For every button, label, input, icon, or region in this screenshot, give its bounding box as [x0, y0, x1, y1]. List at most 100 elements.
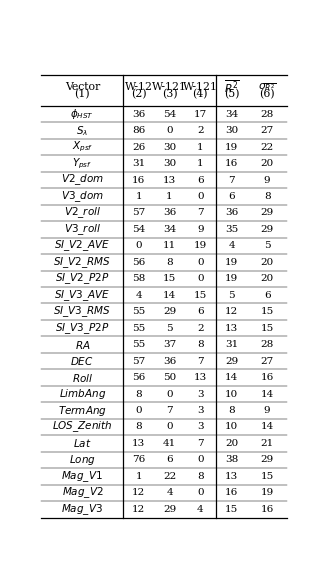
Text: 6: 6	[264, 291, 270, 300]
Text: 41: 41	[163, 439, 176, 448]
Text: 55: 55	[132, 340, 146, 349]
Text: $SI\_V3\_RMS$: $SI\_V3\_RMS$	[53, 304, 111, 319]
Text: 56: 56	[132, 373, 146, 382]
Text: 35: 35	[225, 225, 238, 234]
Text: 22: 22	[163, 472, 176, 481]
Text: 16: 16	[260, 373, 274, 382]
Text: 9: 9	[197, 225, 204, 234]
Text: 29: 29	[260, 456, 274, 464]
Text: $SI\_V3\_P2P$: $SI\_V3\_P2P$	[55, 321, 110, 336]
Text: 0: 0	[136, 241, 142, 251]
Text: 5: 5	[228, 291, 235, 300]
Text: 1: 1	[197, 159, 204, 168]
Text: 5: 5	[166, 324, 173, 333]
Text: 0: 0	[136, 406, 142, 415]
Text: $S_{\lambda}$: $S_{\lambda}$	[76, 124, 88, 137]
Text: $Mag\_V2$: $Mag\_V2$	[61, 485, 103, 500]
Text: 2: 2	[197, 324, 204, 333]
Text: Vector: Vector	[65, 82, 100, 92]
Text: 20: 20	[260, 274, 274, 283]
Text: 15: 15	[260, 472, 274, 481]
Text: $TermAng$: $TermAng$	[58, 404, 107, 418]
Text: 9: 9	[264, 176, 270, 185]
Text: 9: 9	[264, 406, 270, 415]
Text: 34: 34	[163, 225, 176, 234]
Text: 30: 30	[225, 126, 238, 135]
Text: 10: 10	[225, 390, 238, 398]
Text: 8: 8	[136, 390, 142, 398]
Text: 19: 19	[225, 142, 238, 152]
Text: (6): (6)	[259, 89, 275, 99]
Text: 14: 14	[225, 373, 238, 382]
Text: 12: 12	[225, 307, 238, 316]
Text: 1: 1	[166, 192, 173, 201]
Text: 3: 3	[197, 422, 204, 432]
Text: 12: 12	[132, 505, 146, 514]
Text: 0: 0	[197, 274, 204, 283]
Text: 29: 29	[260, 208, 274, 217]
Text: 76: 76	[132, 456, 146, 464]
Text: $\mathbf{\mathit{Long}}$: $\mathbf{\mathit{Long}}$	[69, 453, 96, 467]
Text: 13: 13	[163, 176, 176, 185]
Text: 13: 13	[132, 439, 146, 448]
Text: 37: 37	[163, 340, 176, 349]
Text: 7: 7	[166, 406, 173, 415]
Text: 6: 6	[197, 176, 204, 185]
Text: 20: 20	[260, 258, 274, 267]
Text: 57: 57	[132, 208, 146, 217]
Text: 4: 4	[136, 291, 142, 300]
Text: (5): (5)	[224, 89, 239, 99]
Text: 57: 57	[132, 357, 146, 366]
Text: 36: 36	[163, 208, 176, 217]
Text: 2: 2	[197, 126, 204, 135]
Text: 16: 16	[132, 176, 146, 185]
Text: 55: 55	[132, 307, 146, 316]
Text: 8: 8	[264, 192, 270, 201]
Text: 15: 15	[260, 307, 274, 316]
Text: $\phi_{HST}$: $\phi_{HST}$	[70, 107, 94, 121]
Text: 13: 13	[225, 324, 238, 333]
Text: 1: 1	[136, 192, 142, 201]
Text: 6: 6	[166, 456, 173, 464]
Text: 4: 4	[228, 241, 235, 251]
Text: $V2\_dom$: $V2\_dom$	[61, 173, 104, 187]
Text: 28: 28	[260, 340, 274, 349]
Text: 29: 29	[260, 225, 274, 234]
Text: $V3\_dom$: $V3\_dom$	[61, 189, 104, 204]
Text: $SI\_V2\_AVE$: $SI\_V2\_AVE$	[54, 238, 111, 253]
Text: W-121: W-121	[183, 82, 218, 92]
Text: W-12: W-12	[125, 82, 153, 92]
Text: 16: 16	[260, 505, 274, 514]
Text: 7: 7	[197, 357, 204, 366]
Text: 8: 8	[136, 422, 142, 432]
Text: 21: 21	[260, 439, 274, 448]
Text: 36: 36	[132, 110, 146, 119]
Text: 14: 14	[260, 422, 274, 432]
Text: 16: 16	[225, 488, 238, 498]
Text: 12: 12	[132, 488, 146, 498]
Text: 14: 14	[260, 390, 274, 398]
Text: 26: 26	[132, 142, 146, 152]
Text: 36: 36	[163, 357, 176, 366]
Text: 4: 4	[166, 488, 173, 498]
Text: $\mathbf{\mathit{DEC}}$: $\mathbf{\mathit{DEC}}$	[70, 355, 94, 367]
Text: 0: 0	[197, 258, 204, 267]
Text: 14: 14	[163, 291, 176, 300]
Text: 8: 8	[228, 406, 235, 415]
Text: $\mathbf{\mathit{V2\_roll}}$: $\mathbf{\mathit{V2\_roll}}$	[64, 206, 101, 220]
Text: 34: 34	[225, 110, 238, 119]
Text: 54: 54	[163, 110, 176, 119]
Text: 6: 6	[197, 307, 204, 316]
Text: $Y_{psf}$: $Y_{psf}$	[72, 157, 92, 171]
Text: $\sigma_{\overline{R^2}}$: $\sigma_{\overline{R^2}}$	[258, 81, 276, 93]
Text: 3: 3	[197, 406, 204, 415]
Text: 58: 58	[132, 274, 146, 283]
Text: 1: 1	[136, 472, 142, 481]
Text: 8: 8	[197, 472, 204, 481]
Text: 8: 8	[166, 258, 173, 267]
Text: 3: 3	[197, 390, 204, 398]
Text: 4: 4	[197, 505, 204, 514]
Text: 6: 6	[228, 192, 235, 201]
Text: 86: 86	[132, 126, 146, 135]
Text: 20: 20	[225, 439, 238, 448]
